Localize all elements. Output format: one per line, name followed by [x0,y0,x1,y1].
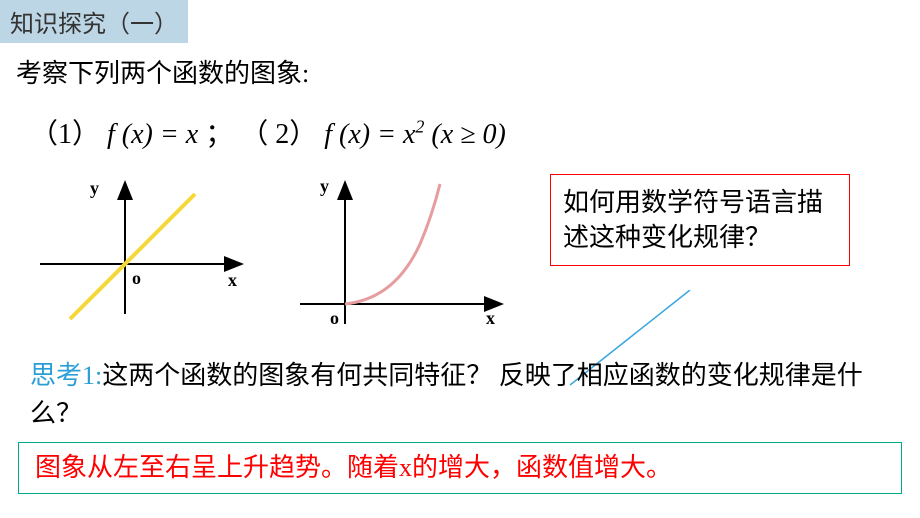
graph2-box: y x o [290,174,510,339]
graph2-curve [345,184,440,304]
eq-separator: ； [205,119,240,150]
question-block: 思考1:这两个函数的图象有何共同特征？ 反映了相应函数的变化规律是什么？ [0,339,920,438]
graph1-origin-label: o [132,268,141,288]
graph1-line [70,194,195,319]
graphs-row: y x o y x o 如何用数学符号语言描述这种变化规律？ [0,174,920,339]
graph2-origin-label: o [330,308,339,328]
graph2-y-label: y [320,176,329,196]
eq1-body: f (x) = x [107,119,198,150]
section-header: 知识探究（一） [0,0,188,43]
question-label: 思考1: [30,361,102,390]
eq2-number: （ 2） [240,119,317,150]
eq2-domain: (x ≥ 0) [431,119,505,150]
equations-row: （1） f (x) = x ； （ 2） f (x) = x2 (x ≥ 0) [0,90,920,174]
graph1-svg: y x o [30,174,250,324]
graph1-box: y x o [30,174,250,329]
question-text-1: 这两个函数的图象有何共同特征？ [102,361,492,390]
eq1-number: （1） [30,119,100,150]
graph2-x-label: x [486,308,495,328]
graph1-y-label: y [90,178,99,198]
graph2-svg: y x o [290,174,510,334]
eq2-body: f (x) = x [324,119,415,150]
eq2-exponent: 2 [415,117,424,137]
graph1-x-label: x [228,270,237,290]
callout-box: 如何用数学符号语言描述这种变化规律？ [550,174,850,266]
answer-box: 图象从左至右呈上升趋势。随着x的增大，函数值增大。 [18,442,902,494]
intro-text: 考察下列两个函数的图象: [0,43,920,90]
